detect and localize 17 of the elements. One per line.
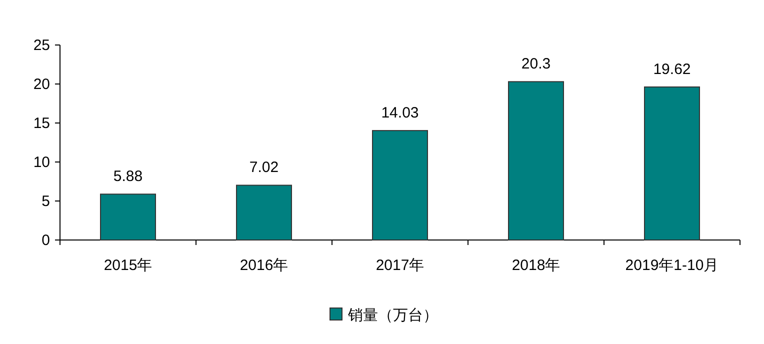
legend-label: 销量（万台）: [347, 307, 438, 324]
x-tick-label: 2017年: [376, 257, 424, 274]
data-label: 20.3: [521, 56, 551, 73]
x-tick-label: 2019年1-10月: [625, 257, 719, 274]
data-label: 14.03: [381, 104, 419, 122]
y-tick-label: 10: [33, 154, 50, 171]
y-tick-label: 15: [33, 115, 50, 132]
x-tick-label: 2015年: [104, 257, 152, 274]
data-label: 7.02: [249, 159, 279, 176]
y-tick-label: 25: [33, 37, 50, 54]
y-tick-label: 0: [42, 232, 50, 249]
x-tick-label: 2018年: [512, 257, 560, 274]
data-label: 19.62: [653, 60, 691, 78]
y-tick-label: 20: [33, 76, 50, 93]
x-tick-label: 2016年: [240, 257, 288, 274]
y-tick-label: 5: [42, 193, 50, 210]
data-label: 5.88: [113, 168, 143, 186]
